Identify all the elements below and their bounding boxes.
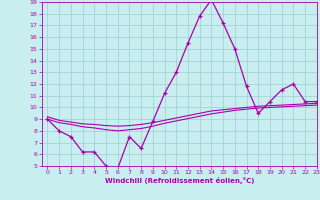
X-axis label: Windchill (Refroidissement éolien,°C): Windchill (Refroidissement éolien,°C): [105, 177, 254, 184]
